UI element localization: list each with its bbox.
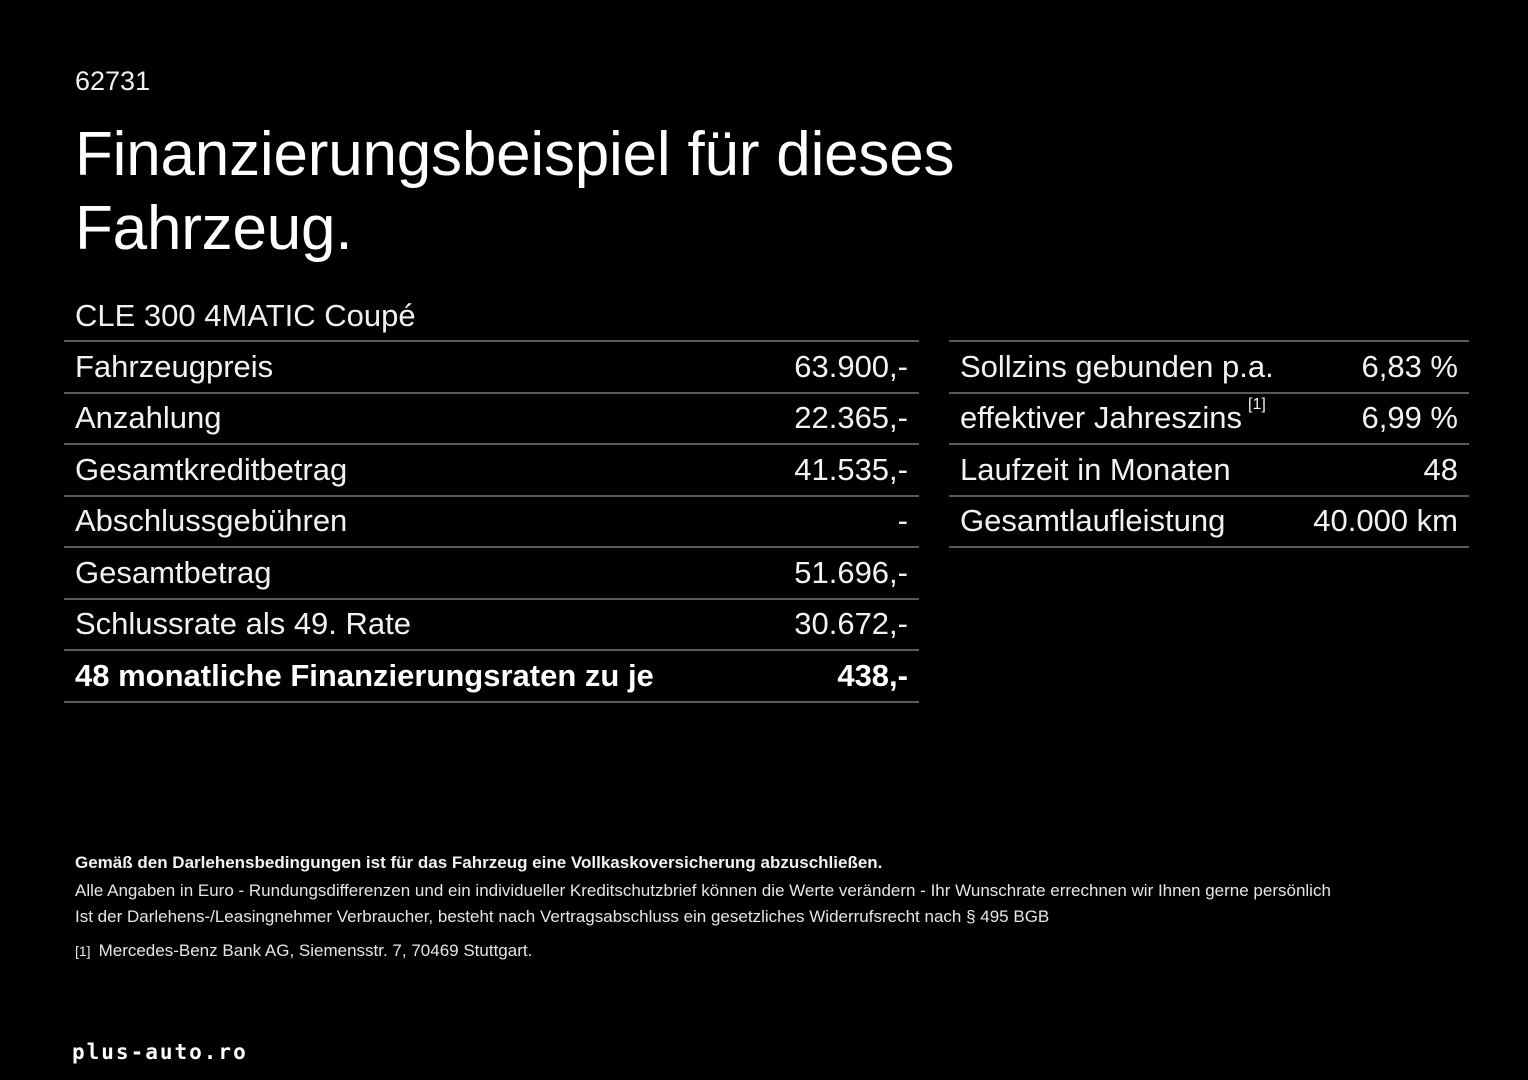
vehicle-model: CLE 300 4MATIC Coupé (75, 298, 416, 333)
table-row-gesamtbetrag: Gesamtbetrag 51.696,- (64, 548, 919, 600)
disclaimer-note: Alle Angaben in Euro - Rundungsdifferenz… (75, 881, 1331, 900)
site-watermark: plus-auto.ro (72, 1040, 248, 1064)
row-label: 48 monatliche Finanzierungsraten zu je (75, 657, 654, 693)
row-value: 48 (1423, 451, 1458, 487)
reference-number: 62731 (75, 66, 151, 96)
row-value: 6,83 % (1361, 348, 1458, 384)
row-label-text: effektiver Jahreszins (960, 400, 1242, 436)
row-label: Abschlussgebühren (75, 503, 348, 539)
row-value: 22.365,- (794, 400, 908, 436)
financing-table: Fahrzeugpreis 63.900,- Anzahlung 22.365,… (64, 340, 919, 703)
row-value: 6,99 % (1361, 400, 1458, 436)
table-row-abschlussgebuehren: Abschlussgebühren - (64, 497, 919, 548)
row-value: 40.000 km (1313, 503, 1458, 539)
table-row-schlussrate: Schlussrate als 49. Rate 30.672,- (64, 600, 919, 651)
row-value: 438,- (837, 657, 908, 693)
row-label: Anzahlung (75, 400, 222, 436)
insurance-note: Gemäß den Darlehensbedingungen ist für d… (75, 853, 883, 872)
table-row-effektiver-jahreszins: effektiver Jahreszins [1] 6,99 % (949, 394, 1469, 445)
row-value: 51.696,- (794, 554, 908, 590)
table-row-sollzins: Sollzins gebunden p.a. 6,83 % (949, 342, 1469, 394)
row-value: - (897, 503, 908, 539)
row-label: Schlussrate als 49. Rate (75, 606, 412, 642)
table-row-anzahlung: Anzahlung 22.365,- (64, 394, 919, 445)
footnote-marker: [1] (1248, 396, 1266, 414)
table-row-gesamtlaufleistung: Gesamtlaufleistung 40.000 km (949, 497, 1469, 548)
row-label: Laufzeit in Monaten (960, 451, 1231, 487)
table-row-monthly-rate: 48 monatliche Finanzierungsraten zu je 4… (64, 651, 919, 703)
row-label: Gesamtbetrag (75, 554, 272, 590)
table-row-fahrzeugpreis: Fahrzeugpreis 63.900,- (64, 342, 919, 394)
legal-footer: Gemäß den Darlehensbedingungen ist für d… (75, 852, 1475, 962)
footnote-mark: [1] (75, 943, 91, 959)
terms-table: Sollzins gebunden p.a. 6,83 % effektiver… (949, 340, 1469, 548)
withdrawal-right-note: Ist der Darlehens-/Leasingnehmer Verbrau… (75, 907, 1050, 926)
row-value: 30.672,- (794, 606, 908, 642)
page-title: Finanzierungsbeispiel für dieses Fahrzeu… (75, 120, 955, 263)
table-row-laufzeit: Laufzeit in Monaten 48 (949, 445, 1469, 497)
table-row-gesamtkreditbetrag: Gesamtkreditbetrag 41.535,- (64, 445, 919, 497)
row-label: Sollzins gebunden p.a. (960, 348, 1274, 384)
footnote-text: Mercedes-Benz Bank AG, Siemensstr. 7, 70… (98, 941, 533, 960)
row-label: effektiver Jahreszins [1] (960, 396, 1266, 436)
row-value: 63.900,- (794, 348, 908, 384)
row-label: Fahrzeugpreis (75, 348, 274, 384)
row-label: Gesamtkreditbetrag (75, 451, 348, 487)
footnote: [1] Mercedes-Benz Bank AG, Siemensstr. 7,… (75, 940, 1475, 962)
row-value: 41.535,- (794, 451, 908, 487)
row-label: Gesamtlaufleistung (960, 503, 1226, 539)
